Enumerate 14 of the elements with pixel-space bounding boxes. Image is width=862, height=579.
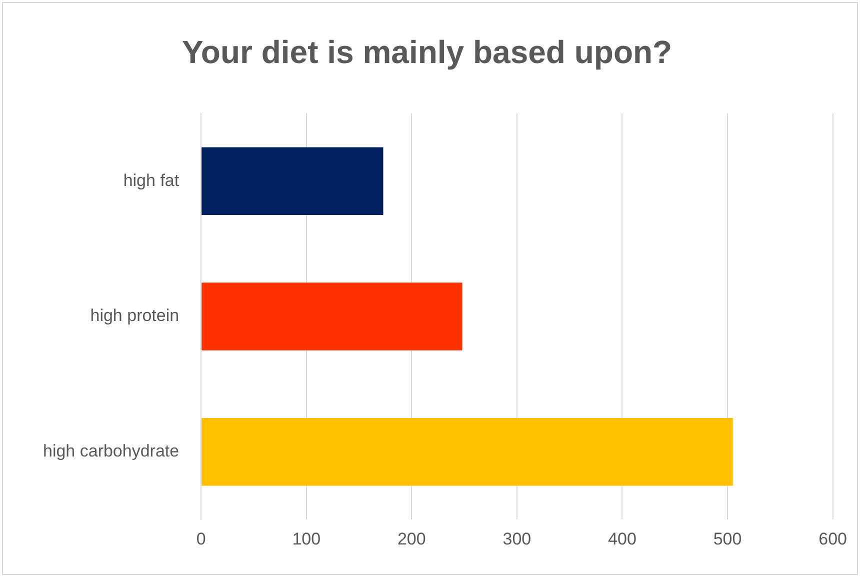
x-tick-label: 300 xyxy=(502,529,532,548)
y-tick-label: high protein xyxy=(90,306,180,326)
x-tick-label: 500 xyxy=(713,529,742,548)
x-tick-label: 600 xyxy=(818,529,848,548)
y-tick-label: high carbohydrate xyxy=(43,442,180,461)
x-tick-label: 100 xyxy=(292,529,321,548)
bar xyxy=(202,418,733,486)
x-tick-label: 200 xyxy=(397,529,426,548)
y-tick-label: high fat xyxy=(123,170,180,190)
bar xyxy=(202,147,384,215)
x-tick-label: 400 xyxy=(608,529,636,548)
x-tick-label: 0 xyxy=(196,529,206,548)
bar xyxy=(202,282,462,350)
chart-title: Your diet is mainly based upon? xyxy=(182,34,672,70)
